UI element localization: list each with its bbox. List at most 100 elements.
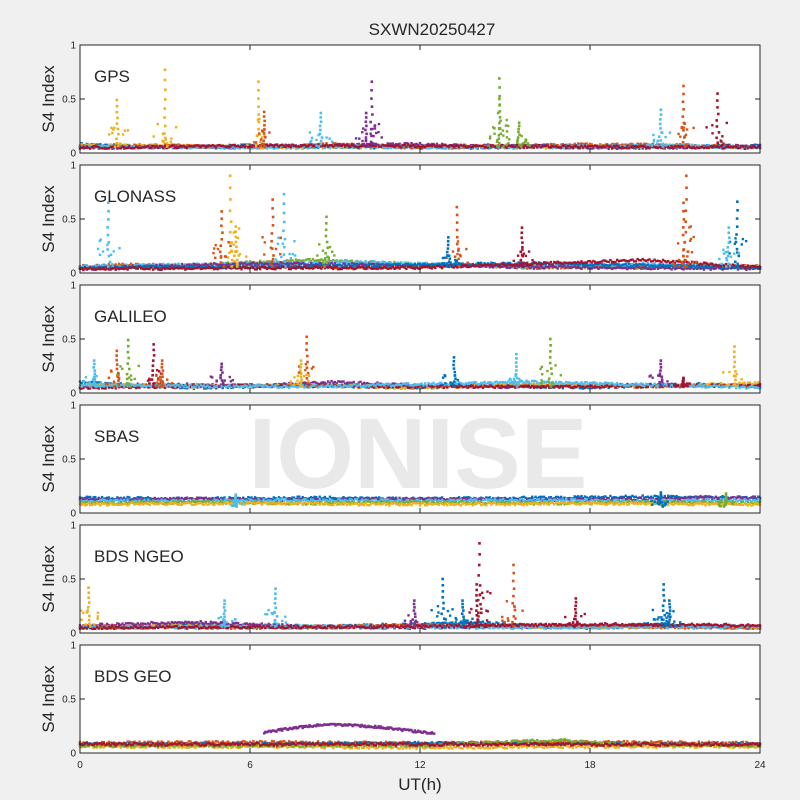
data-point <box>333 145 337 148</box>
data-point <box>262 147 265 150</box>
spike-point <box>682 129 685 132</box>
data-point <box>400 265 403 268</box>
data-point <box>243 145 247 149</box>
data-point <box>429 264 432 267</box>
spike-point <box>659 113 663 116</box>
data-point <box>396 261 400 264</box>
data-point <box>449 146 452 149</box>
data-point <box>656 263 660 267</box>
data-point <box>576 145 580 149</box>
data-point <box>583 261 587 264</box>
data-point <box>423 145 427 149</box>
data-point <box>291 262 294 266</box>
data-point <box>694 264 697 267</box>
data-point <box>420 143 423 147</box>
data-point <box>179 266 182 270</box>
data-point <box>389 263 393 267</box>
data-point <box>556 146 559 149</box>
data-point <box>233 264 236 267</box>
data-point <box>408 145 411 148</box>
data-point <box>82 265 85 268</box>
spike-point <box>682 126 686 129</box>
spike-point <box>496 111 500 115</box>
data-point <box>236 144 240 148</box>
data-point <box>459 145 462 148</box>
data-point <box>177 267 180 270</box>
data-point <box>675 266 678 270</box>
data-point <box>174 143 177 147</box>
data-point <box>588 142 592 146</box>
data-point <box>219 144 223 148</box>
data-point <box>565 266 568 269</box>
spike-point <box>487 144 490 147</box>
data-point <box>648 265 651 268</box>
data-point <box>265 262 269 265</box>
data-point <box>95 263 99 267</box>
spike-point <box>257 97 260 100</box>
data-point <box>369 143 372 147</box>
data-point <box>401 143 405 147</box>
data-point <box>202 266 206 270</box>
data-point <box>320 263 323 267</box>
data-point <box>534 143 537 146</box>
data-point <box>600 263 604 266</box>
data-point <box>578 146 581 149</box>
data-point <box>447 145 451 148</box>
spike-point <box>377 130 380 134</box>
spike-point <box>656 142 659 145</box>
data-point <box>116 267 119 270</box>
data-point <box>491 144 495 147</box>
spike-point <box>115 137 118 141</box>
data-point <box>386 142 389 145</box>
data-point <box>488 263 491 266</box>
data-point <box>478 261 481 265</box>
data-point <box>262 260 265 264</box>
data-point <box>325 142 328 145</box>
spike-point <box>268 131 271 134</box>
data-point <box>335 259 338 262</box>
data-point <box>138 144 141 148</box>
spike-point <box>498 103 501 107</box>
data-point <box>231 145 235 148</box>
data-point <box>100 145 104 148</box>
data-point <box>310 144 313 148</box>
data-point <box>391 142 394 145</box>
data-point <box>345 143 349 147</box>
data-point <box>238 145 241 148</box>
data-point <box>619 266 622 270</box>
data-point <box>274 143 277 147</box>
data-point <box>755 146 758 150</box>
data-point <box>605 145 609 149</box>
data-point <box>474 265 478 268</box>
data-point <box>406 264 410 267</box>
spike-point <box>317 133 320 137</box>
data-point <box>563 146 566 150</box>
data-point <box>670 263 673 266</box>
data-point <box>250 264 253 267</box>
data-point <box>184 263 187 267</box>
data-point <box>532 266 536 269</box>
data-point <box>389 142 393 145</box>
spike-point <box>318 132 322 136</box>
data-point <box>622 144 626 148</box>
data-point <box>658 266 661 269</box>
data-point <box>621 146 624 150</box>
spike-point <box>370 105 374 108</box>
data-point <box>136 144 139 147</box>
data-point <box>133 266 136 269</box>
data-point <box>281 262 284 265</box>
spike-point <box>262 142 265 146</box>
data-point <box>141 265 145 269</box>
data-point <box>644 142 648 146</box>
data-point <box>196 145 199 148</box>
data-point <box>179 265 182 268</box>
data-point <box>259 266 262 269</box>
data-point <box>177 145 180 149</box>
data-point <box>570 145 573 149</box>
data-point <box>383 146 386 150</box>
data-point <box>134 267 138 270</box>
data-point <box>342 144 345 148</box>
data-point <box>389 261 393 265</box>
data-point <box>104 265 107 269</box>
data-point <box>187 265 190 268</box>
